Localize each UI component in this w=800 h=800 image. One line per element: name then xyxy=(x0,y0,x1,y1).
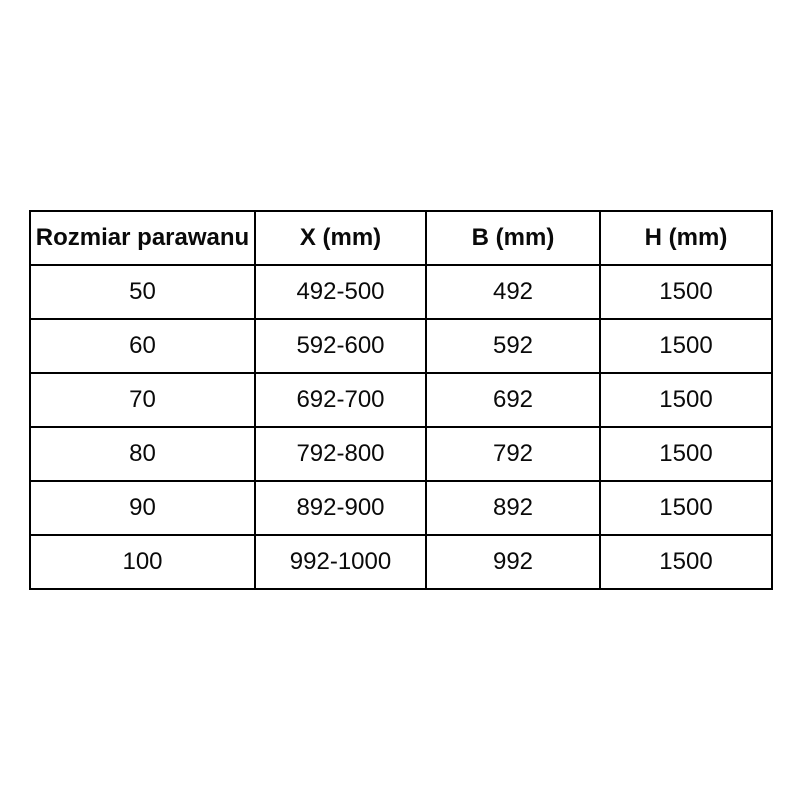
cell-b: 592 xyxy=(425,318,601,374)
cell-h: 1500 xyxy=(599,480,773,536)
table-row: 90 892-900 892 1500 xyxy=(29,480,773,536)
cell-b: 992 xyxy=(425,534,601,590)
cell-rozmiar: 60 xyxy=(29,318,256,374)
size-table-header: Rozmiar parawanu X (mm) B (mm) H (mm) xyxy=(29,210,773,266)
cell-b: 492 xyxy=(425,264,601,320)
cell-rozmiar: 70 xyxy=(29,372,256,428)
cell-x: 692-700 xyxy=(254,372,427,428)
header-row: Rozmiar parawanu X (mm) B (mm) H (mm) xyxy=(29,210,773,266)
cell-rozmiar: 50 xyxy=(29,264,256,320)
header-cell-x: X (mm) xyxy=(254,210,427,266)
cell-x: 792-800 xyxy=(254,426,427,482)
cell-rozmiar: 90 xyxy=(29,480,256,536)
header-cell-h: H (mm) xyxy=(599,210,773,266)
cell-rozmiar: 100 xyxy=(29,534,256,590)
cell-h: 1500 xyxy=(599,534,773,590)
cell-h: 1500 xyxy=(599,318,773,374)
table-row: 70 692-700 692 1500 xyxy=(29,372,773,428)
cell-b: 892 xyxy=(425,480,601,536)
cell-x: 492-500 xyxy=(254,264,427,320)
cell-x: 992-1000 xyxy=(254,534,427,590)
table-row: 60 592-600 592 1500 xyxy=(29,318,773,374)
cell-h: 1500 xyxy=(599,264,773,320)
cell-b: 792 xyxy=(425,426,601,482)
header-cell-rozmiar: Rozmiar parawanu xyxy=(29,210,256,266)
cell-h: 1500 xyxy=(599,372,773,428)
table-row: 80 792-800 792 1500 xyxy=(29,426,773,482)
size-table: Rozmiar parawanu X (mm) B (mm) H (mm) 50… xyxy=(29,210,773,590)
cell-x: 892-900 xyxy=(254,480,427,536)
size-table-body: 50 492-500 492 1500 60 592-600 592 1500 … xyxy=(29,264,773,590)
cell-x: 592-600 xyxy=(254,318,427,374)
cell-h: 1500 xyxy=(599,426,773,482)
header-cell-b: B (mm) xyxy=(425,210,601,266)
table-row: 50 492-500 492 1500 xyxy=(29,264,773,320)
cell-rozmiar: 80 xyxy=(29,426,256,482)
table-row: 100 992-1000 992 1500 xyxy=(29,534,773,590)
cell-b: 692 xyxy=(425,372,601,428)
